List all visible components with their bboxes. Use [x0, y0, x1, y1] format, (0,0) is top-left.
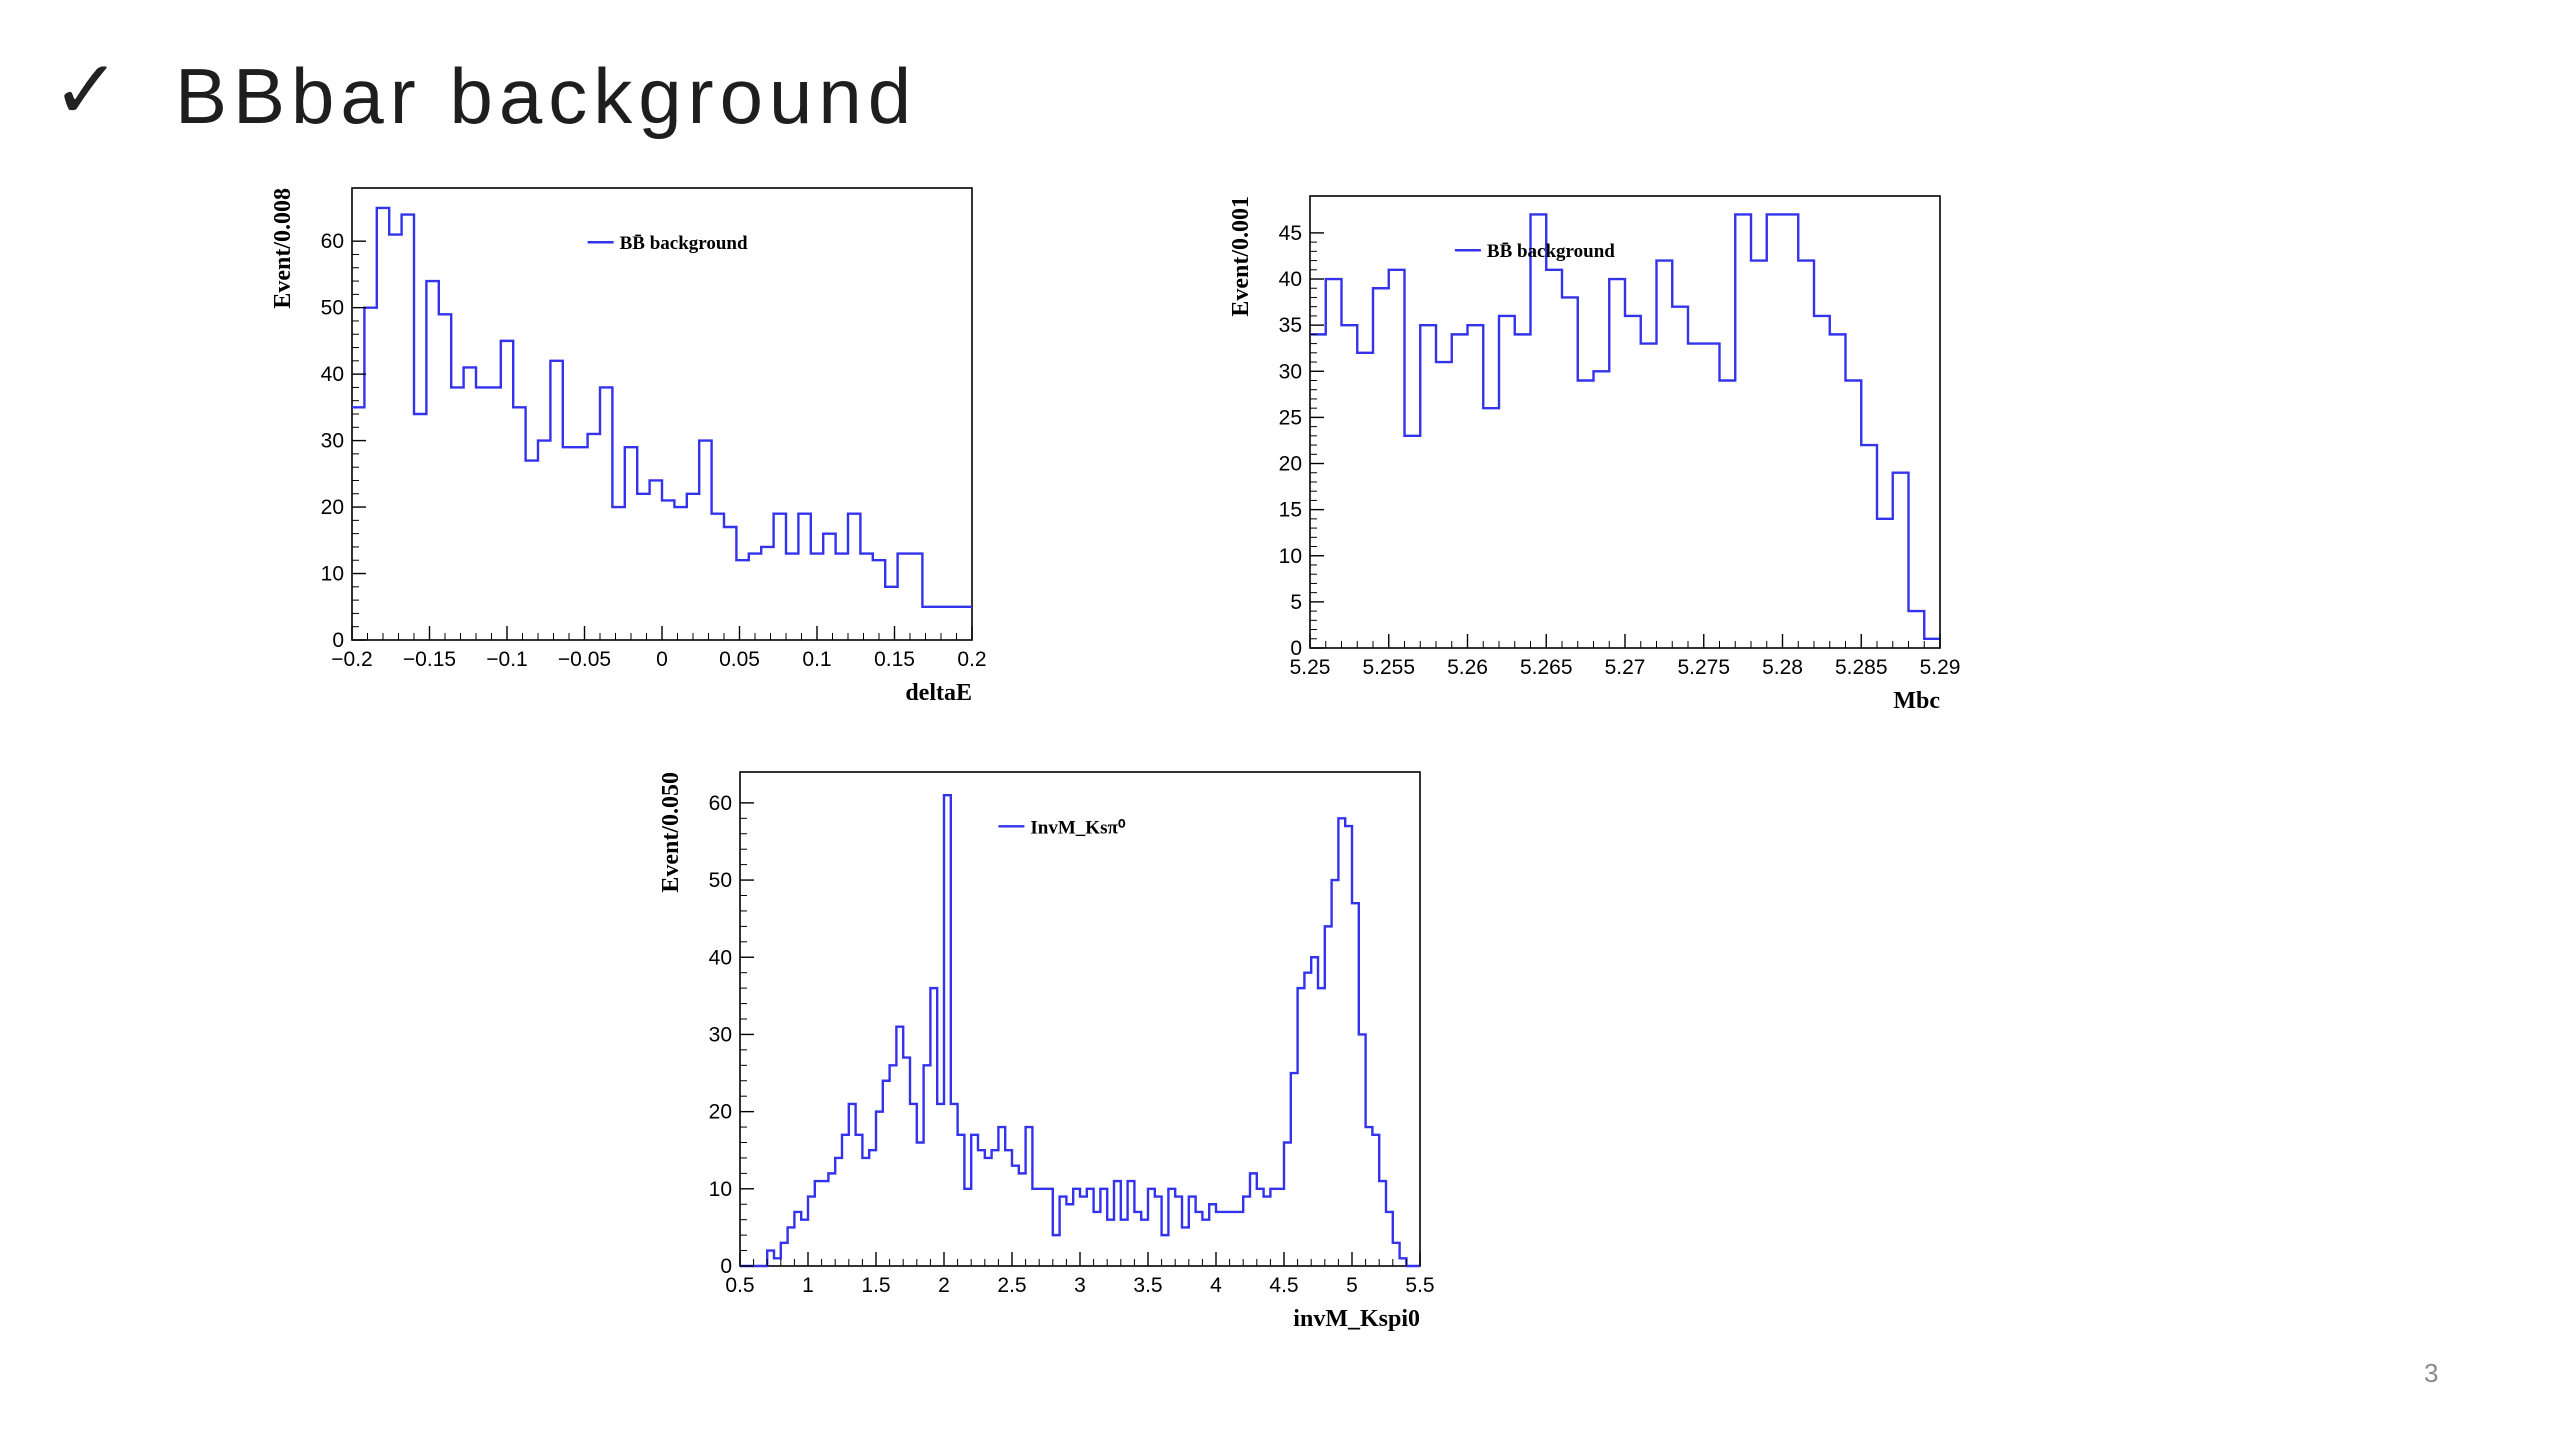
x-tick-label: 5.27	[1605, 656, 1646, 679]
x-tick-label: 3.5	[1133, 1274, 1162, 1297]
y-tick-label: 20	[1279, 453, 1302, 476]
x-tick-label: −0.05	[558, 648, 611, 671]
x-tick-label: 0.15	[874, 648, 915, 671]
y-axis-label: Event/0.001	[1228, 196, 1254, 317]
slide-title: BBbar background	[175, 52, 918, 140]
y-tick-label: 45	[1279, 222, 1302, 245]
y-tick-label: 15	[1279, 499, 1302, 522]
x-tick-label: 5.5	[1405, 1274, 1434, 1297]
y-tick-label: 60	[321, 230, 344, 253]
x-tick-label: 4	[1210, 1274, 1222, 1297]
y-tick-label: 10	[321, 563, 344, 586]
deltae-histogram: −0.2 −0.15 −0.1 −0.05 0 0.05 0.1 0.15 0.2 0 10 20 30…	[270, 187, 987, 706]
y-tick-label: 30	[1279, 360, 1302, 383]
y-tick-label: 10	[1279, 545, 1302, 568]
mbc-histogram: 5.25 5.255 5.26 5.265 5.27 5.275 5.28 5.285 5.29…	[1228, 195, 1961, 714]
y-tick-label: 40	[1279, 268, 1302, 291]
y-axis-label: Event/0.008	[270, 188, 296, 309]
x-axis-label: invM_Kspi0	[1293, 1306, 1420, 1332]
y-tick-label: 40	[709, 946, 732, 969]
x-tick-label: −0.2	[331, 648, 372, 671]
x-tick-label: 1	[802, 1274, 814, 1297]
x-tick-label: 0.5	[725, 1274, 754, 1297]
x-tick-label: 2	[938, 1274, 950, 1297]
page-number: 3	[2424, 1358, 2439, 1388]
y-tick-label: 50	[709, 869, 732, 892]
y-axis-label: Event/0.050	[658, 772, 684, 893]
check-icon: ✓	[52, 43, 121, 138]
y-tick-label: 0	[720, 1255, 732, 1278]
histogram-line	[352, 206, 972, 608]
x-tick-label: 5.285	[1835, 656, 1888, 679]
x-axis-label: Mbc	[1893, 688, 1940, 714]
x-tick-label: 2.5	[997, 1274, 1026, 1297]
x-tick-label: 5.29	[1920, 656, 1961, 679]
x-tick-label: 5.26	[1447, 656, 1488, 679]
y-tick-label: 40	[321, 363, 344, 386]
x-tick-label: 5.28	[1762, 656, 1803, 679]
y-tick-label: 25	[1279, 406, 1302, 429]
x-tick-label: 3	[1074, 1274, 1086, 1297]
legend-label: BB̄ background	[620, 233, 748, 254]
x-tick-label: 5.25	[1290, 656, 1331, 679]
y-tick-label: 30	[709, 1023, 732, 1046]
histogram-line	[740, 793, 1420, 1268]
x-tick-label: 5.275	[1677, 656, 1730, 679]
y-tick-label: 60	[709, 792, 732, 815]
plot-frame	[351, 187, 973, 641]
y-tick-label: 30	[321, 430, 344, 453]
x-tick-label: −0.1	[486, 648, 527, 671]
x-tick-label: 4.5	[1269, 1274, 1298, 1297]
y-tick-label: 5	[1290, 591, 1302, 614]
y-tick-label: 20	[321, 496, 344, 519]
x-axis-label: deltaE	[905, 680, 972, 706]
y-tick-label: 35	[1279, 314, 1302, 337]
y-tick-label: 0	[1290, 637, 1302, 660]
y-tick-label: 20	[709, 1101, 732, 1124]
legend-label: BB̄ background	[1487, 241, 1615, 262]
x-tick-label: 5.265	[1520, 656, 1573, 679]
histogram-line	[1310, 213, 1940, 640]
y-tick-label: 50	[321, 297, 344, 320]
x-tick-label: −0.15	[403, 648, 456, 671]
x-tick-label: 0.05	[719, 648, 760, 671]
x-tick-label: 0	[656, 648, 668, 671]
legend-label: InvM_Ksπ⁰	[1030, 817, 1125, 838]
x-tick-label: 5.255	[1362, 656, 1415, 679]
y-tick-label: 0	[332, 629, 344, 652]
x-tick-label: 0.2	[957, 648, 986, 671]
invm-kspi0-histogram: 0.5 1 1.5 2 2.5 3 3.5 4 4.5 5 5.5 0 10 20 30 40 50 60 invM…	[658, 771, 1435, 1332]
x-tick-label: 1.5	[861, 1274, 890, 1297]
x-tick-label: 5	[1346, 1274, 1358, 1297]
x-tick-label: 0.1	[802, 648, 831, 671]
y-tick-label: 10	[709, 1178, 732, 1201]
